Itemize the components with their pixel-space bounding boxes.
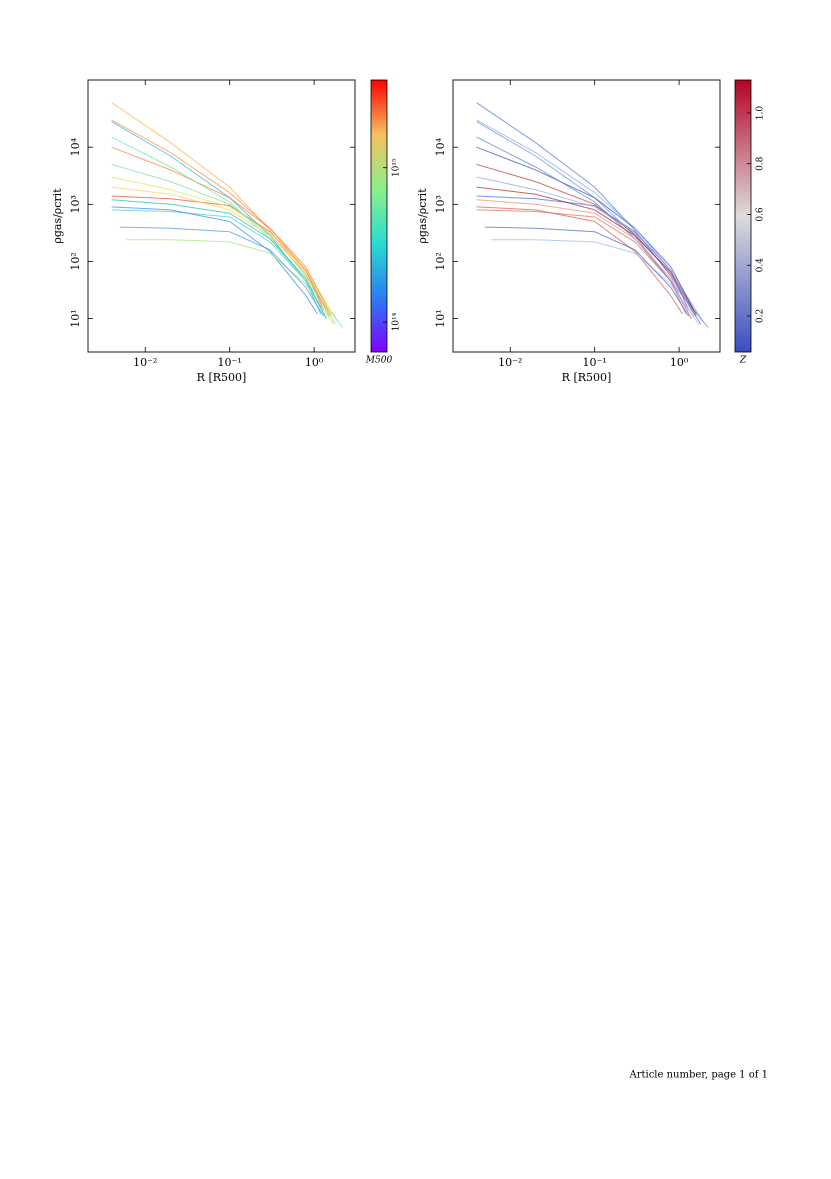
y-axis-label: ρgas/ρcrit (51, 188, 64, 244)
x-axis-label: R [R500] (562, 371, 612, 384)
colorbar-tick-label: 0.2 (756, 309, 766, 323)
profile-line (484, 226, 690, 317)
y-tick-label: 10¹ (69, 309, 82, 327)
profile-line (476, 146, 695, 311)
profile-line (476, 195, 690, 311)
axes-frame (87, 79, 356, 353)
colorbar-tick-label: 10¹⁵ (392, 158, 402, 177)
y-tick-label: 10⁴ (69, 137, 82, 156)
profile-line (111, 146, 330, 311)
x-tick-label: 10⁻² (133, 356, 157, 369)
profile-line (476, 136, 709, 328)
profile-line (111, 102, 337, 325)
colorbar-label: M500 (365, 356, 393, 366)
profile-line (491, 239, 700, 325)
profile-line (476, 121, 687, 315)
profile-line (111, 119, 330, 317)
profile-line (476, 209, 692, 319)
x-tick-label: 10⁻¹ (218, 356, 242, 369)
colorbar-tick-label: 0.8 (756, 156, 766, 171)
x-tick-label: 10⁻¹ (583, 356, 607, 369)
profile-line (119, 226, 325, 317)
y-tick-label: 10¹ (434, 309, 447, 327)
profile-line (476, 186, 697, 315)
colorbar (370, 79, 388, 353)
profile-line (476, 119, 695, 317)
x-tick-label: 10⁰ (305, 356, 324, 369)
profile-line (476, 206, 684, 315)
profile-line (126, 239, 335, 325)
profile-line (111, 199, 327, 319)
colorbar (734, 79, 752, 353)
y-tick-label: 10⁴ (434, 137, 447, 156)
footer: Article number, page 1 of 1 (628, 1070, 768, 1081)
axes-frame (452, 79, 721, 353)
x-tick-label: 10⁰ (670, 356, 689, 369)
profile-line (111, 121, 322, 315)
profile-line (476, 199, 692, 319)
y-tick-label: 10² (434, 252, 447, 270)
colorbar-tick-label: 0.4 (756, 258, 766, 273)
profile-line (111, 186, 332, 315)
colorbar-label: Z (739, 356, 747, 366)
x-tick-label: 10⁻² (498, 356, 522, 369)
colorbar-tick-label: 0.6 (756, 207, 766, 222)
y-tick-label: 10³ (69, 195, 82, 213)
profile-line (111, 209, 327, 319)
y-axis-label: ρgas/ρcrit (416, 188, 429, 244)
colorbar-tick-label: 1.0 (756, 106, 766, 121)
profile-line (111, 195, 325, 311)
x-axis-label: R [R500] (197, 371, 247, 384)
y-tick-label: 10² (69, 252, 82, 270)
profile-line (111, 206, 319, 315)
colorbar-tick-label: 10¹⁴ (392, 312, 402, 331)
profile-line (476, 102, 702, 325)
profile-line (111, 136, 344, 328)
y-tick-label: 10³ (434, 195, 447, 213)
